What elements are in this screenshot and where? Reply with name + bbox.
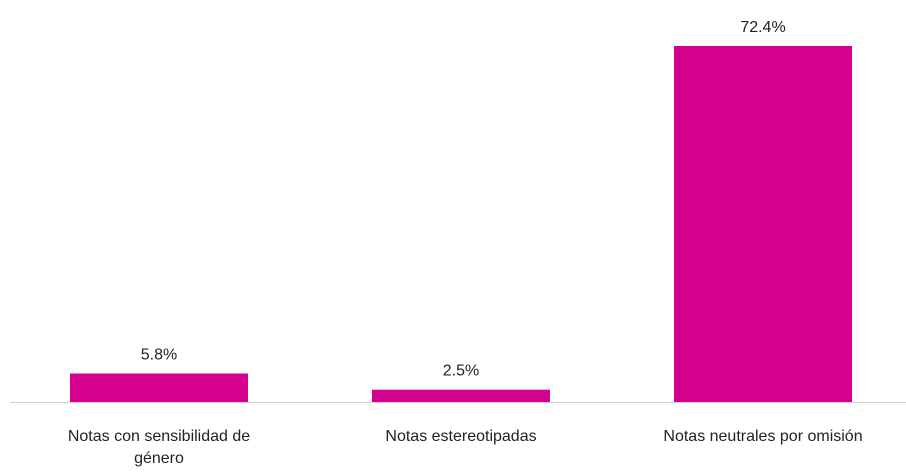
bar bbox=[674, 46, 852, 402]
x-tick-label: Notas neutrales por omisión bbox=[663, 428, 863, 445]
data-label: 72.4% bbox=[740, 19, 785, 36]
data-label: 2.5% bbox=[443, 363, 479, 380]
bar bbox=[372, 389, 550, 402]
bar bbox=[70, 373, 248, 402]
x-tick-label: Notas estereotipadas bbox=[385, 428, 537, 445]
data-label: 5.8% bbox=[141, 346, 177, 363]
x-tick-label: Notas con sensibilidad de género bbox=[67, 428, 251, 467]
